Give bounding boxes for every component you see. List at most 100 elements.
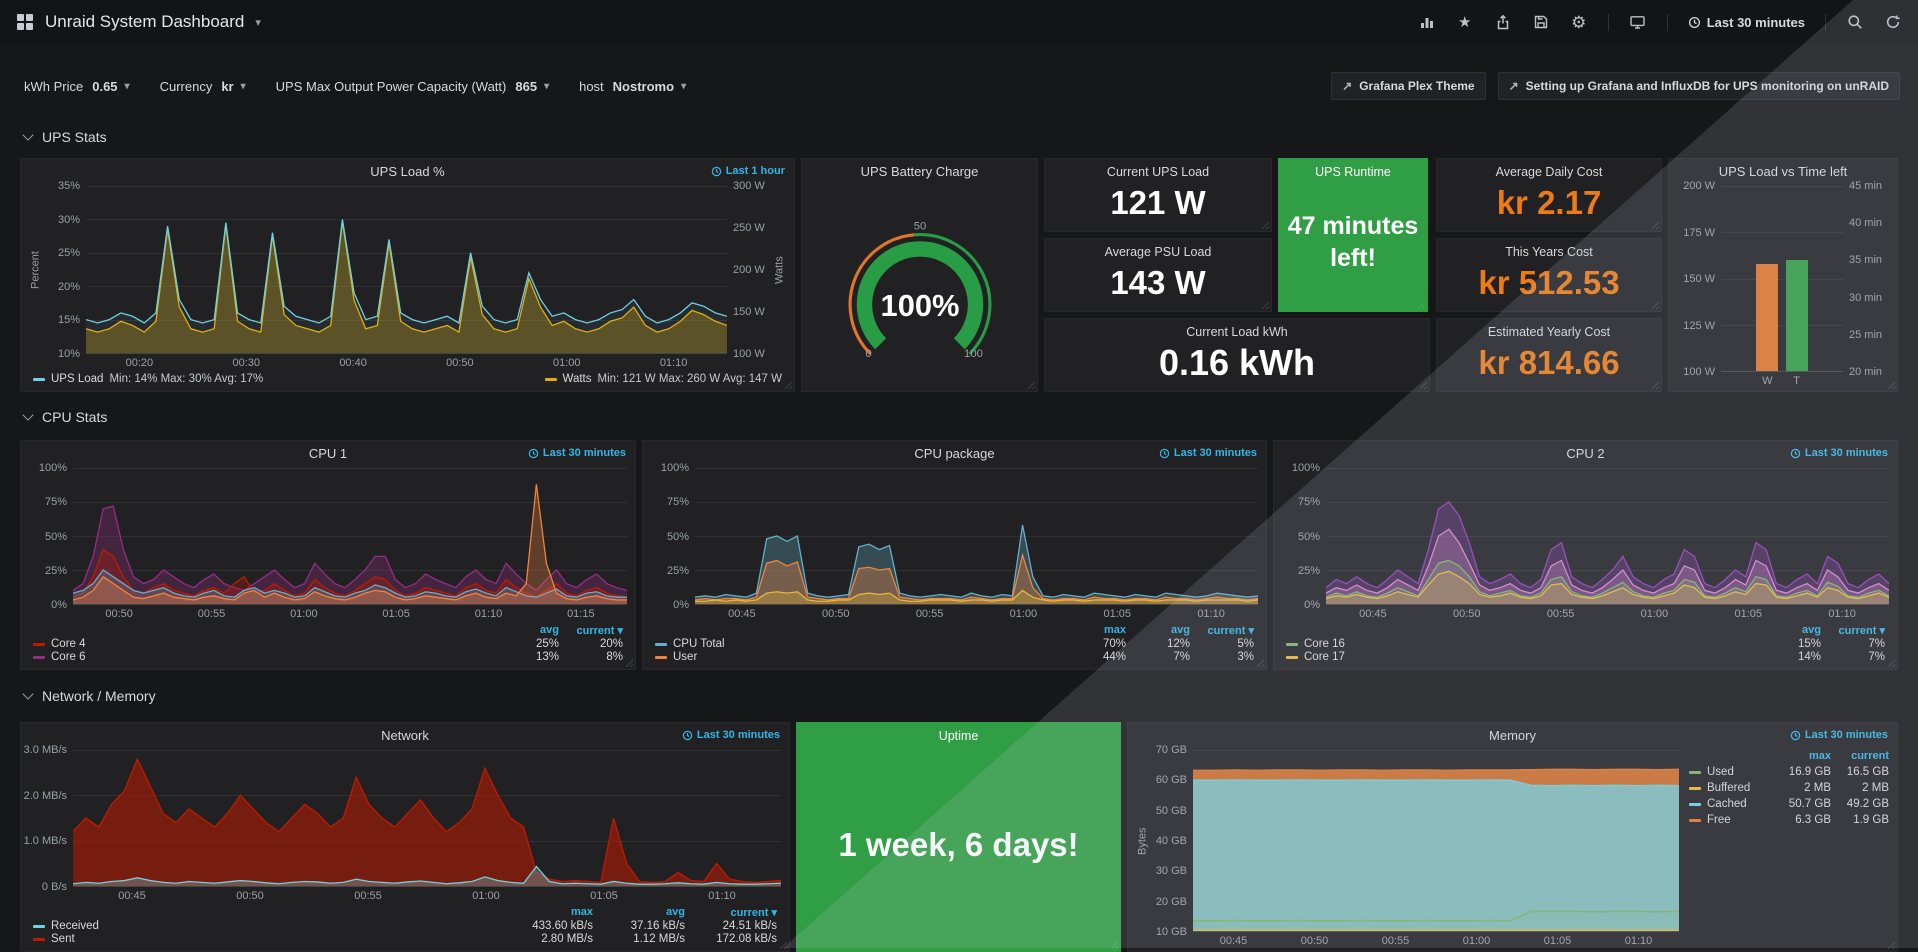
panel-ups-battery-charge[interactable]: UPS Battery Charge 100% 0 50 100 <box>801 158 1038 392</box>
legend-column-header[interactable]: avg <box>1171 624 1190 636</box>
chart-cpu-1[interactable]: 100% 75% 50% 25% 0% 00:50 00:55 01:00 01:05 01:10… <box>21 462 635 669</box>
gear-icon[interactable]: ⚙ <box>1571 12 1587 32</box>
legend-column-header[interactable]: current ▾ <box>576 625 623 637</box>
panel-cpu-package[interactable]: CPU package Last 30 minutes 100% 75% 50% 25… <box>642 440 1267 670</box>
panel-title[interactable]: Estimated Yearly Cost <box>1487 325 1611 339</box>
plot-area[interactable] <box>73 468 627 605</box>
link-grafana-plex-theme[interactable]: ↗ Grafana Plex Theme <box>1331 72 1486 100</box>
section-network-memory[interactable]: Network / Memory <box>22 686 156 706</box>
panel-network[interactable]: Network Last 30 minutes 3.0 MB/s 2.0 MB/s… <box>20 722 790 952</box>
panel-header[interactable]: UPS Load % <box>21 159 794 184</box>
panel-ups-runtime[interactable]: UPS Runtime 47 minutes left! <box>1278 158 1428 312</box>
legend-item-core-6[interactable]: Core 6 <box>33 651 495 663</box>
panel-timerange[interactable]: Last 30 minutes <box>1159 447 1257 459</box>
chart-memory[interactable]: Bytes 70 GB 60 GB 50 GB 40 GB 30 GB 20 GB 10 GB… <box>1128 744 1897 951</box>
panel-title[interactable]: UPS Runtime <box>1315 165 1391 179</box>
legend-item-received[interactable]: Received <box>33 920 501 932</box>
panel-timerange[interactable]: Last 30 minutes <box>1790 447 1888 459</box>
plot-area[interactable] <box>1326 468 1889 605</box>
panel-ups-load-vs-time-left[interactable]: UPS Load vs Time left 200 W 175 W 150 W 125… <box>1668 158 1898 392</box>
y-tick-label: 40 GB <box>1155 835 1187 847</box>
legend-column-header[interactable]: avg <box>1802 624 1821 636</box>
time-range-button[interactable]: Last 30 minutes <box>1688 15 1805 30</box>
panel-timerange[interactable]: Last 30 minutes <box>528 447 626 459</box>
x-axis: 00:45 00:50 00:55 01:00 01:05 01:10 <box>73 887 781 903</box>
plot-area[interactable] <box>86 186 727 354</box>
panel-cpu-2[interactable]: CPU 2 Last 30 minutes 100% 75% 50% 25% 0% 00:… <box>1273 440 1898 670</box>
panel-timerange[interactable]: Last 30 minutes <box>682 729 780 741</box>
variable-value-dropdown[interactable]: 0.65 ▾ <box>92 78 130 94</box>
apps-grid-icon[interactable] <box>16 13 34 31</box>
plot-area[interactable] <box>1721 186 1843 372</box>
legend-column-header[interactable]: current ▾ <box>730 907 777 919</box>
legend-column-header[interactable]: current ▾ <box>1207 625 1254 637</box>
legend-column-header[interactable]: max <box>1808 750 1831 762</box>
panel-current-load-kwh[interactable]: Current Load kWh 0.16 kWh <box>1044 318 1430 392</box>
panel-memory[interactable]: Memory Last 30 minutes Bytes 70 GB 60 GB 50… <box>1127 722 1898 952</box>
legend-item-sent[interactable]: Sent <box>33 933 501 945</box>
refresh-icon[interactable] <box>1884 13 1902 31</box>
panel-header[interactable]: Network <box>21 723 789 748</box>
legend-item-core-16[interactable]: Core 16 <box>1286 638 1757 650</box>
chart-cpu-2[interactable]: 100% 75% 50% 25% 0% 00:45 00:50 00:55 01:00 01:05… <box>1274 462 1897 669</box>
panel-title[interactable]: Average Daily Cost <box>1495 165 1603 179</box>
section-cpu-stats[interactable]: CPU Stats <box>22 407 107 427</box>
section-ups-stats[interactable]: UPS Stats <box>22 127 107 147</box>
panel-header[interactable]: CPU package <box>643 441 1266 466</box>
legend-item-used[interactable]: Used <box>1689 766 1773 778</box>
legend-column-header[interactable]: avg <box>540 624 559 636</box>
legend-item-cpu-total[interactable]: CPU Total <box>655 638 1062 650</box>
panel-header[interactable]: CPU 2 <box>1274 441 1897 466</box>
legend-column-header[interactable]: current ▾ <box>1838 625 1885 637</box>
panel-header[interactable]: UPS Battery Charge <box>802 159 1037 184</box>
panel-title[interactable]: Current Load kWh <box>1186 325 1288 339</box>
chart-cpu-package[interactable]: 100% 75% 50% 25% 0% 00:45 00:50 00:55 01:00 01:05… <box>643 462 1266 669</box>
legend-column-header[interactable]: max <box>570 906 593 918</box>
legend-item-cached[interactable]: Cached <box>1689 798 1773 810</box>
panel-title[interactable]: Uptime <box>938 729 979 743</box>
legend-item-user[interactable]: User <box>655 651 1062 663</box>
legend-item-ups-load[interactable]: UPS Load Min: 14% Max: 30% Avg: 17% <box>33 373 263 385</box>
panel-title[interactable]: Average PSU Load <box>1104 245 1212 259</box>
panel-uptime[interactable]: Uptime 1 week, 6 days! <box>796 722 1121 952</box>
panel-average-psu-load[interactable]: Average PSU Load 143 W <box>1044 238 1272 312</box>
chart-network[interactable]: 3.0 MB/s 2.0 MB/s 1.0 MB/s 0 B/s 00:45 00:50 0… <box>21 744 789 951</box>
panel-timerange[interactable]: Last 30 minutes <box>1790 729 1888 741</box>
variable-value-dropdown[interactable]: kr ▾ <box>221 78 246 94</box>
cycle-view-monitor-icon[interactable] <box>1629 13 1647 31</box>
panel-current-ups-load[interactable]: Current UPS Load 121 W <box>1044 158 1272 232</box>
legend-item-core-17[interactable]: Core 17 <box>1286 651 1757 663</box>
legend-item-core-4[interactable]: Core 4 <box>33 638 495 650</box>
panel-this-years-cost[interactable]: This Years Cost kr 512.53 <box>1436 238 1662 312</box>
chart-ups-load[interactable]: Percent 35% 30% 25% 20% 15% 10% 00:20 00:30 00:40… <box>21 180 794 391</box>
chart-load-vs-time[interactable]: 200 W 175 W 150 W 125 W 100 W W T 45 min 40 min 3… <box>1669 180 1897 391</box>
legend-column-header[interactable]: current <box>1851 750 1889 762</box>
zoom-out-search-icon[interactable] <box>1846 13 1864 31</box>
legend-column-header[interactable]: max <box>1103 624 1126 636</box>
plot-area[interactable] <box>73 750 781 887</box>
legend-column-header[interactable]: avg <box>666 906 685 918</box>
legend-item-free[interactable]: Free <box>1689 814 1773 826</box>
variable-value-dropdown[interactable]: Nostromo ▾ <box>612 78 687 94</box>
link-grafana-influxdb-guide[interactable]: ↗ Setting up Grafana and InfluxDB for UP… <box>1497 72 1900 100</box>
panel-title[interactable]: This Years Cost <box>1505 245 1593 259</box>
panel-header[interactable]: Memory <box>1128 723 1897 748</box>
dashboard-title[interactable]: Unraid System Dashboard <box>45 12 245 31</box>
save-icon[interactable] <box>1532 13 1550 31</box>
legend-item-watts[interactable]: Watts Min: 121 W Max: 260 W Avg: 147 W <box>544 373 782 385</box>
legend-item-buffered[interactable]: Buffered <box>1689 782 1773 794</box>
star-icon[interactable]: ★ <box>1458 13 1472 31</box>
panel-average-daily-cost[interactable]: Average Daily Cost kr 2.17 <box>1436 158 1662 232</box>
share-icon[interactable] <box>1494 13 1512 31</box>
plot-area[interactable] <box>1193 750 1679 932</box>
panel-cpu-1[interactable]: CPU 1 Last 30 minutes 100% 75% 50% 25% 0% 00:… <box>20 440 636 670</box>
panel-header[interactable]: CPU 1 <box>21 441 635 466</box>
panel-header[interactable]: UPS Load vs Time left <box>1669 159 1897 184</box>
panel-title[interactable]: Current UPS Load <box>1106 165 1210 179</box>
variable-value-dropdown[interactable]: 865 ▾ <box>515 78 550 94</box>
panel-ups-load[interactable]: UPS Load % Last 1 hour Percent 35% 30% 25% 2… <box>20 158 795 392</box>
add-panel-icon[interactable] <box>1418 13 1436 31</box>
panel-estimated-yearly-cost[interactable]: Estimated Yearly Cost kr 814.66 <box>1436 318 1662 392</box>
panel-timerange[interactable]: Last 1 hour <box>711 165 785 177</box>
plot-area[interactable] <box>695 468 1258 605</box>
